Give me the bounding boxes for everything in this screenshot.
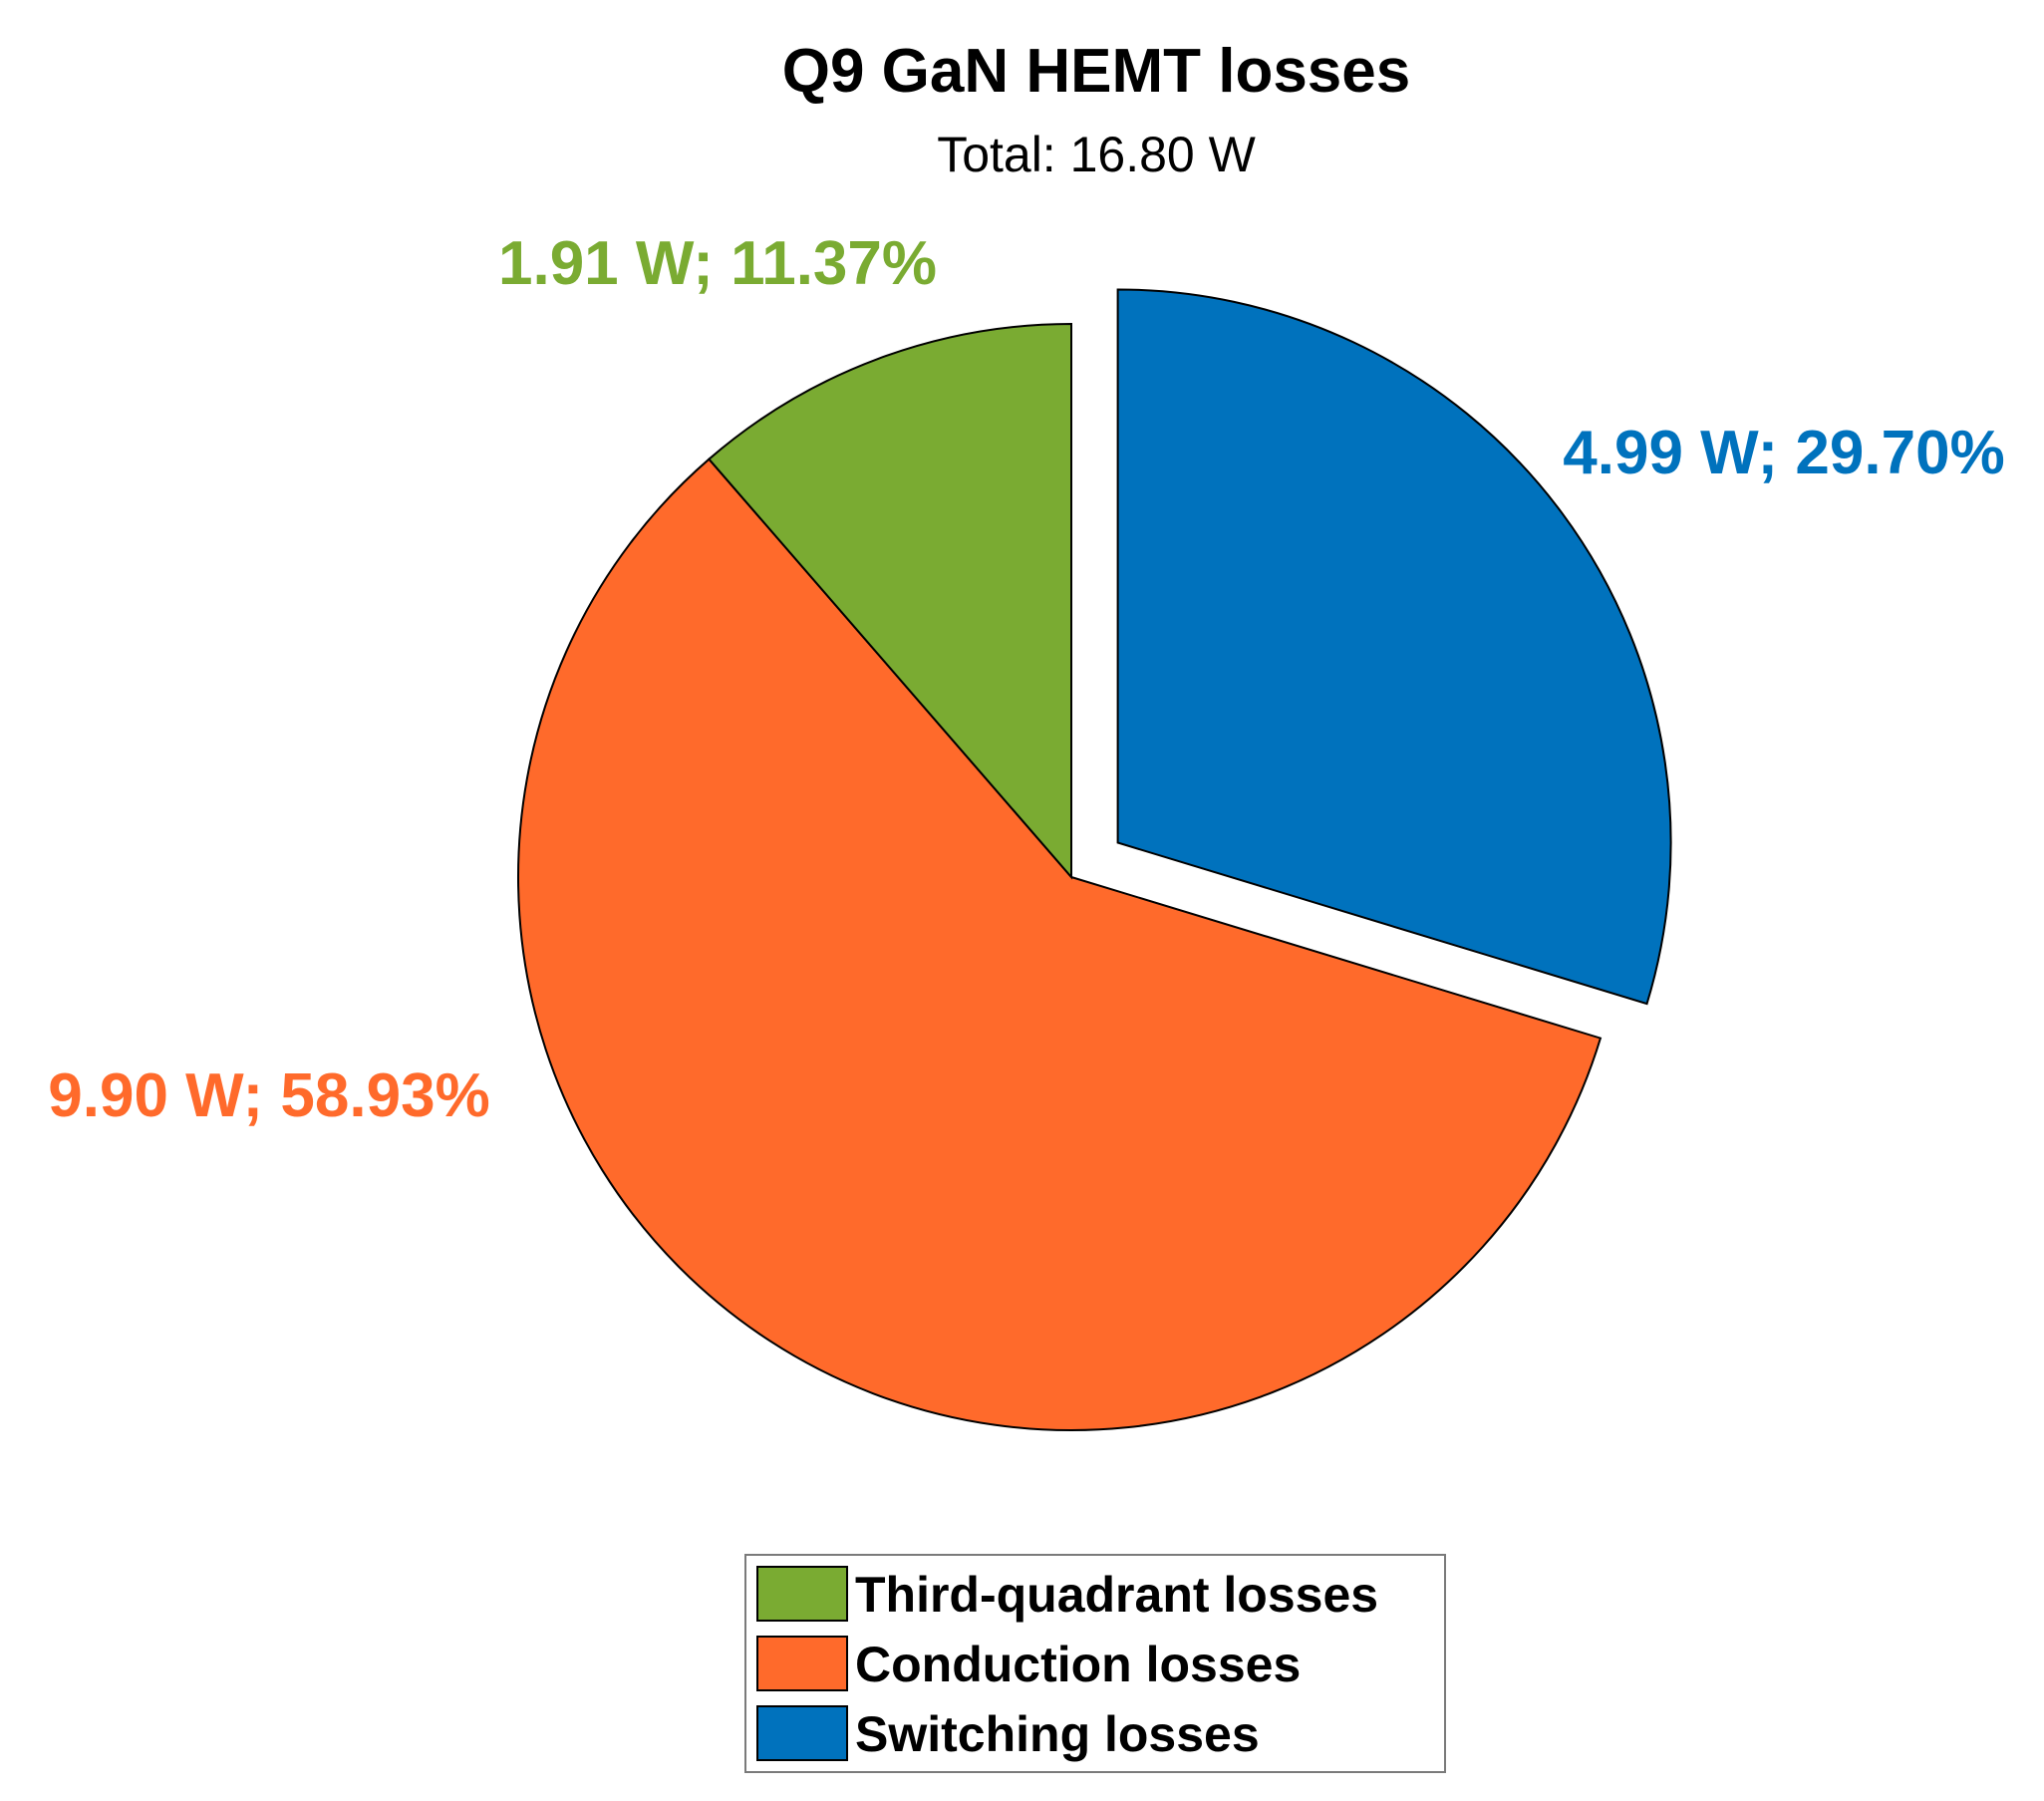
chart-subtitle: Total: 16.80 W (937, 127, 1256, 182)
slice-label-switching-losses: 4.99 W; 29.70% (1563, 419, 2004, 487)
legend: Third-quadrant losses Conduction losses Sw… (744, 1554, 1446, 1773)
legend-swatch (756, 1636, 848, 1691)
pie-slice-switching-losses (1116, 288, 1672, 1006)
legend-box (744, 1554, 1446, 1773)
legend-entry-label: Conduction losses (855, 1637, 1301, 1692)
chart-title: Q9 GaN HEMT losses (782, 37, 1411, 106)
legend-entry-label: Switching losses (855, 1706, 1260, 1762)
legend-swatch (756, 1705, 848, 1761)
slice-label-conduction-losses: 9.90 W; 58.93% (48, 1061, 489, 1130)
slice-labels: 4.99 W; 29.70% 9.90 W; 58.93% 1.91 W; 11.3… (48, 229, 2004, 1130)
pie-slice-third-quadrant-losses (707, 322, 1072, 880)
slice-label-third-quadrant-losses: 1.91 W; 11.37% (498, 229, 937, 298)
legend-entry-label: Third-quadrant losses (855, 1567, 1378, 1623)
pie-slices (517, 288, 1672, 1431)
legend-swatch (756, 1566, 848, 1622)
pie-slice-conduction-losses (517, 457, 1603, 1431)
